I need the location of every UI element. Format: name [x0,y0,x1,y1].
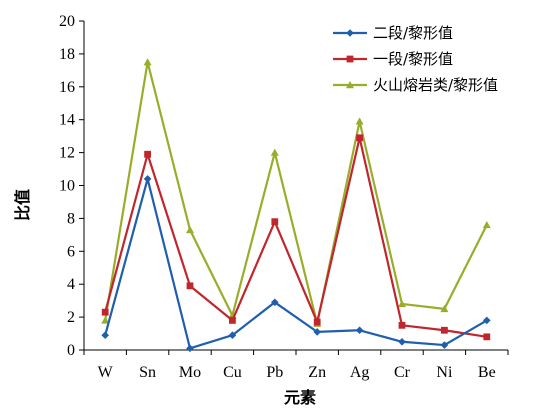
series-1 [101,175,491,353]
x-tick-label: Sn [139,364,156,381]
y-tick-label: 18 [59,46,75,63]
series-line [104,177,488,350]
series-line [104,61,488,325]
legend-item: 火山熔岩类/黎形值 [333,76,498,94]
y-tick-label: 20 [59,13,75,30]
axes [83,21,508,351]
x-tick-label: Be [478,364,496,381]
data-point [483,316,491,325]
data-point [101,308,109,316]
data-point [229,316,236,324]
data-point [398,337,406,346]
data-point [441,326,448,334]
legend-label: 火山熔岩类/黎形值 [373,76,498,94]
data-point [440,341,449,349]
x-axis-title: 元素 [284,388,316,407]
data-point [355,326,364,335]
x-tick-label: Pb [266,364,283,381]
x-tick-label: Mo [179,364,201,381]
data-point [186,344,194,353]
series-line [104,136,487,338]
data-point [101,316,110,324]
series-2 [101,134,491,341]
x-tick-label: Zn [308,364,326,381]
data-point [143,58,152,66]
legend-label: 二段/黎形值 [373,24,453,42]
x-tick-label: Ni [436,364,453,381]
y-tick-label: 4 [67,276,75,293]
legend-marker [346,55,354,63]
data-point [228,331,237,339]
data-point [440,304,449,313]
y-tick-label: 0 [67,342,75,359]
series-3 [101,58,491,327]
y-tick-label: 16 [59,79,75,96]
data-point [355,117,364,125]
data-point [144,150,151,158]
data-point [398,299,406,308]
legend-marker [346,29,354,37]
legend-label: 一段/黎形值 [373,50,453,68]
data-point [101,331,109,339]
data-point [482,220,491,229]
legend-marker [346,81,354,89]
data-point [270,148,279,156]
data-point [356,134,363,142]
y-tick-label: 14 [59,112,75,129]
data-point [313,328,321,336]
data-point [483,333,491,341]
legend-item: 二段/黎形值 [333,24,453,42]
data-point [313,318,321,326]
data-point [186,282,194,290]
data-point [398,321,406,329]
y-tick-label: 12 [59,145,75,162]
y-tick-label: 10 [59,178,75,195]
y-axis-title: 比值 [13,189,32,221]
data-point [271,218,279,226]
y-tick-label: 6 [67,243,75,260]
x-tick-label: Cu [223,364,242,381]
series-group [101,58,491,353]
legend-item: 一段/黎形值 [333,50,453,68]
data-point [143,175,152,183]
data-point [186,225,194,234]
x-tick-label: Cr [394,364,411,381]
x-tick-label: W [98,364,114,381]
y-tick-label: 8 [67,210,75,227]
data-point [271,298,279,307]
x-tick-label: Ag [350,364,370,381]
y-tick-label: 2 [67,309,75,326]
ticks: 0 2 4 6 8 10 12 14 16 18 20 W Sn Mo Cu Pb Zn Ag Cr Ni Be [59,13,509,381]
